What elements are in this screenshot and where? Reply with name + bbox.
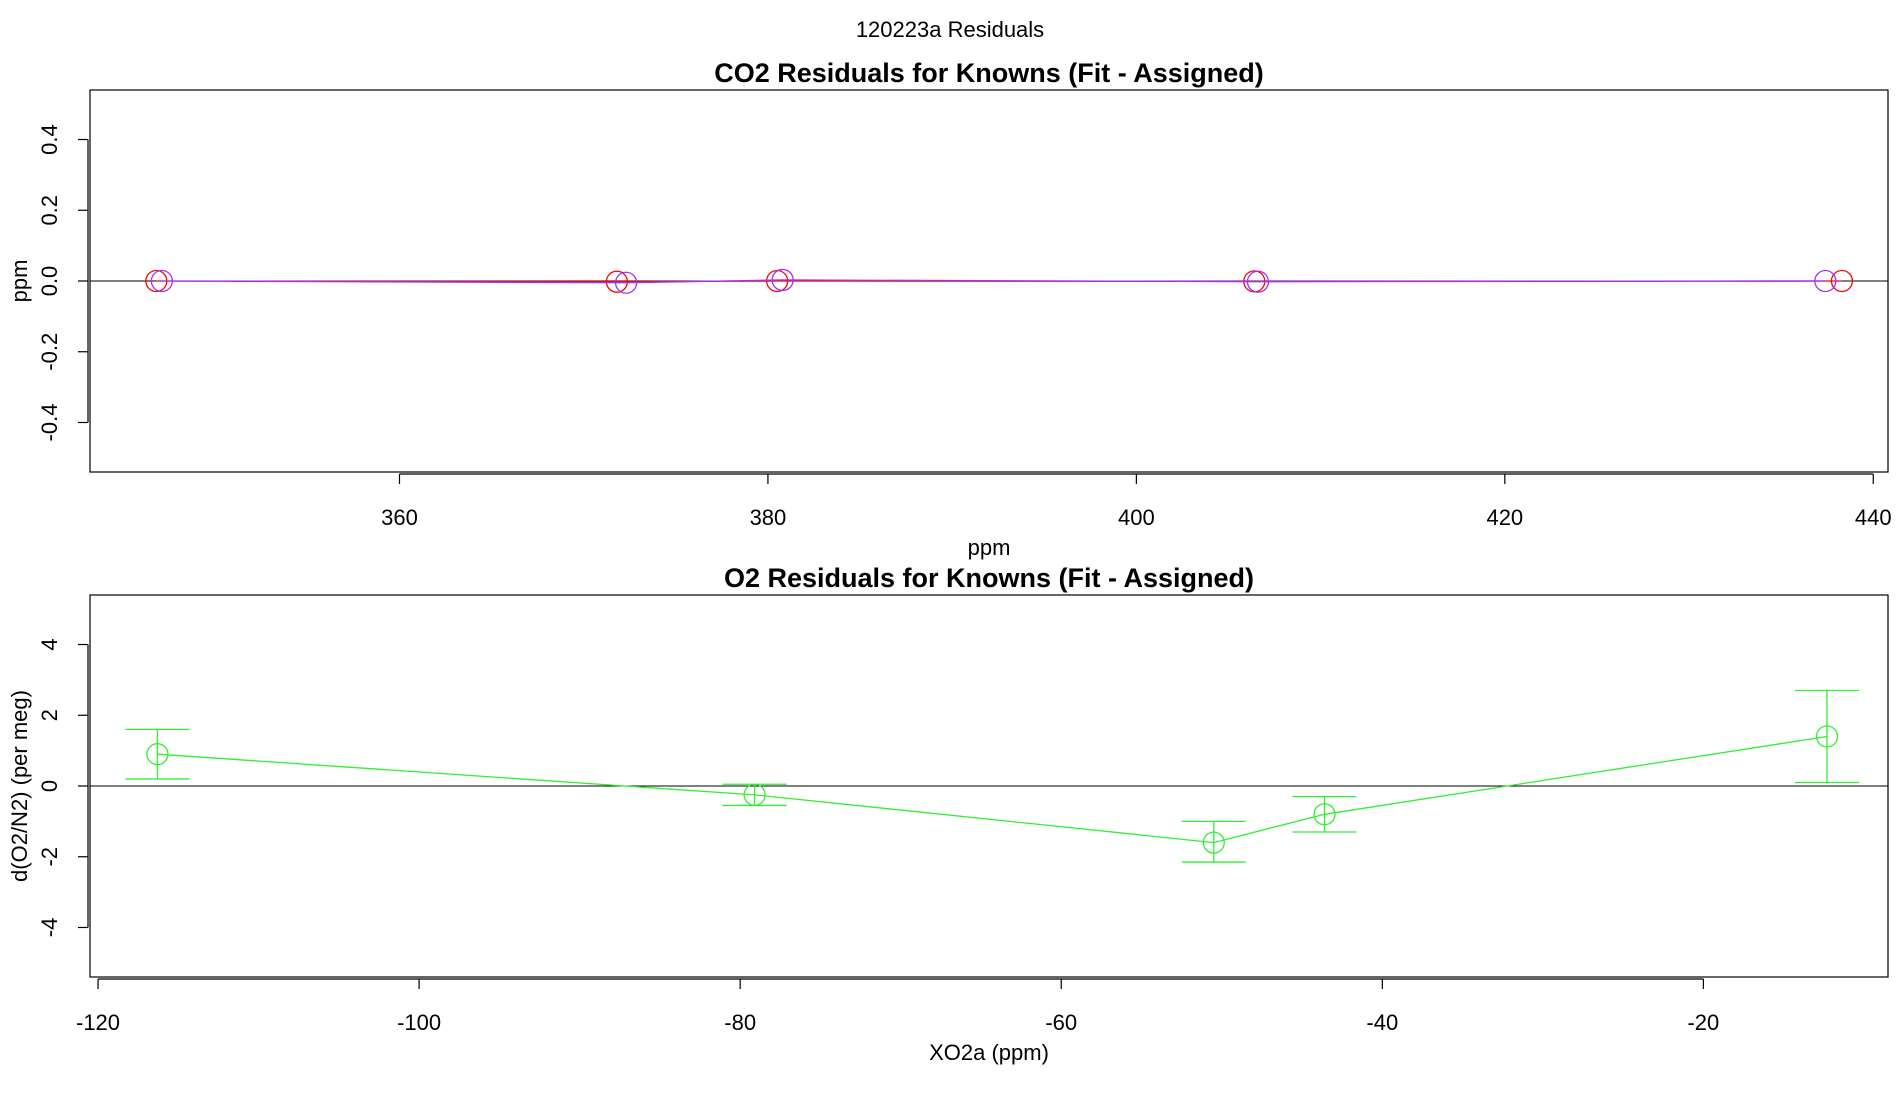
y-tick-label: -4: [37, 918, 62, 938]
y-tick-label: 0.2: [37, 195, 62, 226]
y-tick-label: 0.4: [37, 124, 62, 155]
data-series: [150, 268, 1837, 294]
x-tick-label: 400: [1118, 505, 1155, 530]
x-tick-label: 360: [381, 505, 418, 530]
data-point: [771, 268, 794, 292]
data-point: [1830, 269, 1854, 293]
x-tick-label: 380: [750, 505, 787, 530]
figure-suptitle: 120223a Residuals: [856, 17, 1044, 42]
x-tick-label: -40: [1366, 1010, 1398, 1035]
data-point: [1246, 270, 1270, 293]
x-tick-label: 440: [1855, 505, 1892, 530]
y-tick-label: 2: [37, 709, 62, 721]
y-tick-label: 0: [37, 780, 62, 792]
data-point: [605, 270, 629, 293]
series-line: [157, 735, 1828, 844]
data-point: [614, 271, 638, 294]
x-axis-label: XO2a (ppm): [929, 1040, 1049, 1065]
o2-residuals-panel: O2 Residuals for Knowns (Fit - Assigned)…: [7, 563, 1889, 1065]
x-tick-label: -60: [1045, 1010, 1077, 1035]
data-point: [743, 783, 766, 806]
y-tick-label: -0.4: [37, 404, 62, 442]
x-tick-label: 420: [1486, 505, 1523, 530]
x-axis-label: ppm: [968, 535, 1011, 560]
y-axis-label: d(O2/N2) (per meg): [7, 690, 32, 882]
series-line: [161, 279, 1826, 284]
data-point: [1202, 831, 1225, 854]
data-point: [1313, 803, 1336, 826]
x-tick-label: -80: [724, 1010, 756, 1035]
chart-title: CO2 Residuals for Knowns (Fit - Assigned…: [714, 58, 1264, 88]
x-tick-label: -120: [76, 1010, 120, 1035]
y-tick-label: 0.0: [37, 266, 62, 297]
data-point: [150, 269, 173, 293]
y-axis-label: ppm: [7, 260, 32, 303]
chart-title: O2 Residuals for Knowns (Fit - Assigned): [724, 563, 1254, 593]
y-tick-label: -2: [37, 847, 62, 867]
data-series: [125, 689, 1859, 863]
x-tick-label: -100: [397, 1010, 441, 1035]
x-tick-label: -20: [1687, 1010, 1719, 1035]
y-tick-label: -0.2: [37, 333, 62, 371]
co2-residuals-panel: CO2 Residuals for Knowns (Fit - Assigned…: [7, 58, 1892, 560]
data-point: [1814, 269, 1837, 293]
data-point: [1815, 725, 1839, 748]
data-point: [146, 743, 169, 766]
y-tick-label: 4: [37, 638, 62, 650]
